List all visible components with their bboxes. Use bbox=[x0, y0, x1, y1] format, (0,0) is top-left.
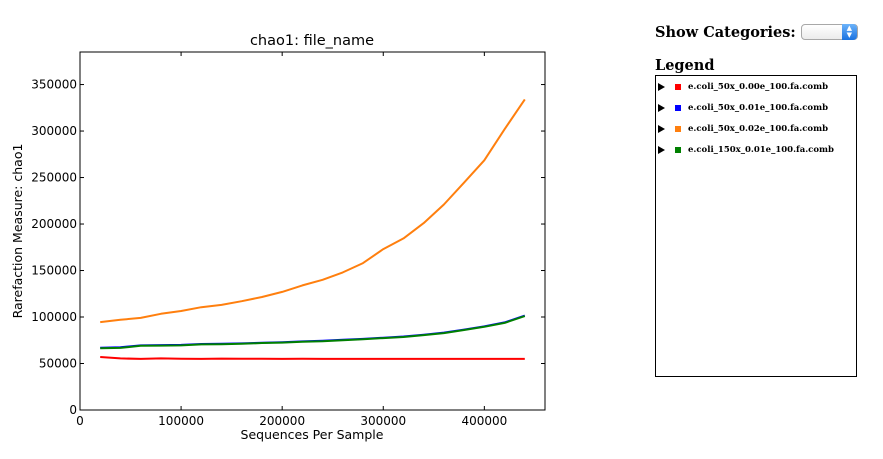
legend-title: Legend bbox=[655, 57, 715, 74]
expand-triangle-icon[interactable] bbox=[658, 146, 665, 154]
legend-item[interactable]: e.coli_150x_0.01e_100.fa.comb bbox=[658, 143, 834, 157]
legend-item-label: e.coli_50x_0.00e_100.fa.comb bbox=[688, 82, 829, 92]
series-line-3 bbox=[100, 98, 526, 324]
legend-item[interactable]: e.coli_50x_0.02e_100.fa.comb bbox=[658, 122, 828, 136]
y-axis: 0 50000 100000 150000 200000 250000 300000 3500… bbox=[31, 78, 545, 417]
show-categories-row: Show Categories: ▲ ▼ bbox=[655, 22, 858, 42]
select-arrows-icon[interactable]: ▲ ▼ bbox=[841, 24, 857, 40]
y-tick-label-0: 0 bbox=[69, 403, 77, 417]
x-tick-label-2: 200000 bbox=[259, 414, 305, 428]
series-line-2 bbox=[100, 314, 526, 349]
plot-lines bbox=[100, 98, 526, 360]
legend-color-swatch bbox=[675, 147, 681, 153]
legend-item[interactable]: e.coli_50x_0.00e_100.fa.comb bbox=[658, 80, 828, 94]
y-tick-label-6: 300000 bbox=[31, 124, 77, 138]
legend-color-swatch bbox=[675, 105, 681, 111]
show-categories-select[interactable]: ▲ ▼ bbox=[800, 24, 858, 40]
y-tick-label-5: 250000 bbox=[31, 171, 77, 185]
x-axis: 0 100000 200000 300000 400000 bbox=[76, 52, 507, 428]
plot-frame bbox=[79, 51, 546, 411]
legend-item[interactable]: e.coli_50x_0.01e_100.fa.comb bbox=[658, 101, 828, 115]
expand-triangle-icon[interactable] bbox=[658, 104, 665, 112]
y-tick-label-2: 100000 bbox=[31, 310, 77, 324]
x-tick-label-1: 100000 bbox=[158, 414, 204, 428]
y-axis-label: Rarefaction Measure: chao1 bbox=[10, 144, 25, 319]
expand-triangle-icon[interactable] bbox=[658, 83, 665, 91]
chart-title: chao1: file_name bbox=[250, 33, 374, 49]
expand-triangle-icon[interactable] bbox=[658, 125, 665, 133]
show-categories-control: Show Categories: ▲ ▼ bbox=[655, 22, 858, 42]
legend-item-label: e.coli_50x_0.01e_100.fa.comb bbox=[688, 103, 829, 113]
x-tick-label-0: 0 bbox=[76, 414, 84, 428]
legend-color-swatch bbox=[675, 84, 681, 90]
legend-panel: e.coli_50x_0.00e_100.fa.comb e.coli_50x_0… bbox=[655, 75, 857, 377]
series-line-4 bbox=[100, 315, 526, 350]
x-tick-label-3: 300000 bbox=[360, 414, 406, 428]
show-categories-label: Show Categories: bbox=[655, 23, 796, 41]
legend-color-swatch bbox=[675, 126, 681, 132]
y-tick-label-4: 200000 bbox=[31, 217, 77, 231]
y-tick-label-7: 350000 bbox=[31, 78, 77, 92]
x-axis-label: Sequences Per Sample bbox=[241, 427, 384, 442]
legend-item-label: e.coli_50x_0.02e_100.fa.comb bbox=[688, 124, 829, 134]
x-tick-label-4: 400000 bbox=[461, 414, 507, 428]
y-tick-label-1: 50000 bbox=[39, 357, 77, 371]
legend-item-label: e.coli_150x_0.01e_100.fa.comb bbox=[688, 145, 834, 155]
y-tick-label-3: 150000 bbox=[31, 264, 77, 278]
series-line-1 bbox=[100, 356, 525, 360]
